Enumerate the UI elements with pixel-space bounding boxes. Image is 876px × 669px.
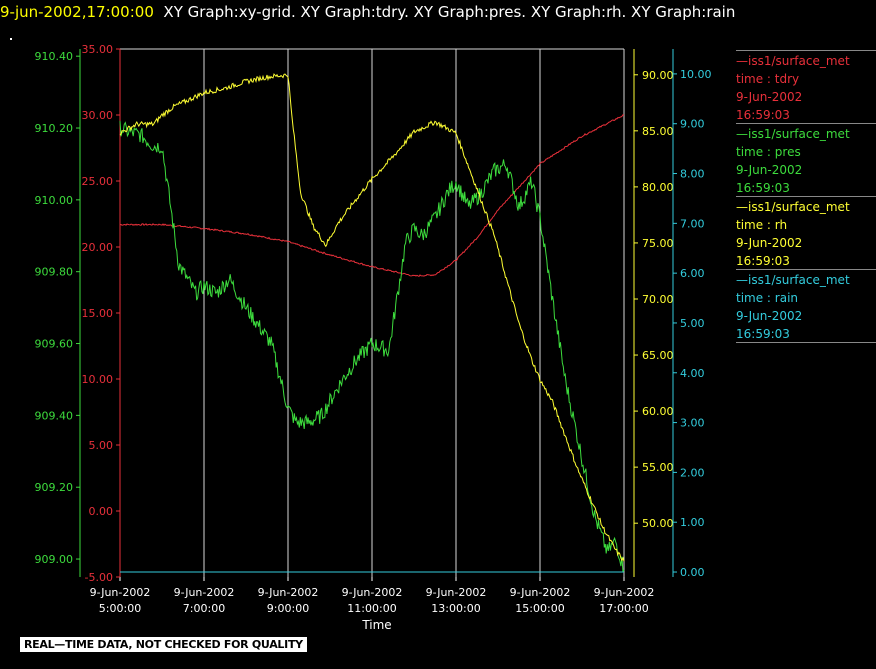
tdry-tick-label: 15.00 [82, 307, 114, 320]
pres-tick-label: 910.40 [35, 50, 74, 63]
x-tick-date: 9-Jun-2002 [258, 586, 319, 599]
legend-entry-tdry: —iss1/surface_met time : tdry 9-Jun-2002… [736, 50, 876, 123]
tdry-tick-label: -5.00 [85, 571, 113, 584]
legend-date: 9-Jun-2002 [736, 309, 803, 323]
tdry-tick-label: 10.00 [82, 373, 114, 386]
series-tdry [119, 114, 625, 278]
x-tick-time: 13:00:00 [431, 602, 480, 615]
rh-tick-label: 85.00 [642, 125, 674, 138]
tdry-tick-label: 25.00 [82, 175, 114, 188]
rain-tick-label: 4.00 [680, 367, 705, 380]
rain-tick-label: 1.00 [680, 516, 705, 529]
x-tick-date: 9-Jun-2002 [342, 586, 403, 599]
rh-tick-label: 65.00 [642, 349, 674, 362]
series-group [119, 73, 625, 573]
axes: 9-Jun-2002 5:00:00 9-Jun-2002 7:00:00 9-Jun-… [35, 43, 712, 615]
x-tick-time: 9:00:00 [267, 602, 309, 615]
pres-tick-label: 909.40 [35, 409, 74, 422]
header-graph-list: XY Graph:xy-grid. XY Graph:tdry. XY Grap… [163, 3, 736, 21]
rain-tick-label: 9.00 [680, 118, 705, 131]
rain-tick-label: 8.00 [680, 168, 705, 181]
legend-entry-rain: —iss1/surface_met time : rain 9-Jun-2002… [736, 269, 876, 343]
series-pres [119, 120, 625, 573]
rain-tick-label: 6.00 [680, 267, 705, 280]
rain-tick-label: 3.00 [680, 417, 705, 430]
legend-variable: time : rain [736, 291, 799, 305]
legend-entry-rh: —iss1/surface_met time : rh 9-Jun-2002 1… [736, 196, 876, 269]
legend-variable: time : pres [736, 145, 801, 159]
legend-date: 9-Jun-2002 [736, 236, 803, 250]
header-timestamp: 9-jun-2002,17:00:00 [0, 3, 154, 21]
rh-tick-label: 55.00 [642, 461, 674, 474]
legend-source: —iss1/surface_met [736, 127, 850, 141]
quality-disclaimer: REAL—TIME DATA, NOT CHECKED FOR QUALITY [20, 637, 307, 652]
legend-variable: time : tdry [736, 72, 800, 86]
pres-tick-label: 909.80 [35, 266, 74, 279]
x-tick-date: 9-Jun-2002 [90, 586, 151, 599]
legend-date: 9-Jun-2002 [736, 163, 803, 177]
rain-tick-label: 5.00 [680, 317, 705, 330]
pres-tick-label: 910.20 [35, 122, 74, 135]
rh-tick-label: 80.00 [642, 181, 674, 194]
rh-tick-label: 90.00 [642, 69, 674, 82]
title-bar: 9-jun-2002,17:00:00 XY Graph:xy-grid. XY… [0, 3, 735, 23]
legend-entry-pres: —iss1/surface_met time : pres 9-Jun-2002… [736, 123, 876, 196]
rh-tick-label: 75.00 [642, 237, 674, 250]
tdry-tick-label: 35.00 [82, 43, 114, 56]
x-tick-time: 15:00:00 [515, 602, 564, 615]
tdry-tick-label: 0.00 [89, 505, 114, 518]
x-tick-date: 9-Jun-2002 [594, 586, 655, 599]
legend-date: 9-Jun-2002 [736, 90, 803, 104]
tdry-tick-label: 30.00 [82, 109, 114, 122]
rain-tick-label: 10.00 [680, 68, 712, 81]
rh-tick-label: 60.00 [642, 405, 674, 418]
x-tick-date: 9-Jun-2002 [426, 586, 487, 599]
x-tick-date: 9-Jun-2002 [510, 586, 571, 599]
legend-time: 16:59:03 [736, 254, 790, 268]
x-tick-date: 9-Jun-2002 [174, 586, 235, 599]
x-tick-time: 17:00:00 [599, 602, 648, 615]
pres-tick-label: 909.20 [35, 481, 74, 494]
rain-tick-label: 7.00 [680, 217, 705, 230]
x-axis-label: Time [361, 618, 391, 632]
tdry-tick-label: 5.00 [89, 439, 114, 452]
legend: —iss1/surface_met time : tdry 9-Jun-2002… [736, 50, 876, 343]
rain-tick-label: 2.00 [680, 466, 705, 479]
legend-time: 16:59:03 [736, 327, 790, 341]
legend-variable: time : rh [736, 218, 788, 232]
series-rh [119, 73, 625, 562]
pres-tick-label: 909.60 [35, 338, 74, 351]
legend-time: 16:59:03 [736, 108, 790, 122]
rh-tick-label: 70.00 [642, 293, 674, 306]
x-tick-time: 11:00:00 [347, 602, 396, 615]
pres-tick-label: 910.00 [35, 194, 74, 207]
x-tick-time: 5:00:00 [99, 602, 141, 615]
legend-source: —iss1/surface_met [736, 54, 850, 68]
grid [120, 48, 625, 577]
legend-source: —iss1/surface_met [736, 273, 850, 287]
rh-tick-label: 50.00 [642, 517, 674, 530]
legend-source: —iss1/surface_met [736, 200, 850, 214]
marker-dot [10, 38, 12, 40]
tdry-tick-label: 20.00 [82, 241, 114, 254]
legend-time: 16:59:03 [736, 181, 790, 195]
pres-tick-label: 909.00 [35, 553, 74, 566]
x-tick-time: 7:00:00 [183, 602, 225, 615]
rain-tick-label: 0.00 [680, 566, 705, 579]
